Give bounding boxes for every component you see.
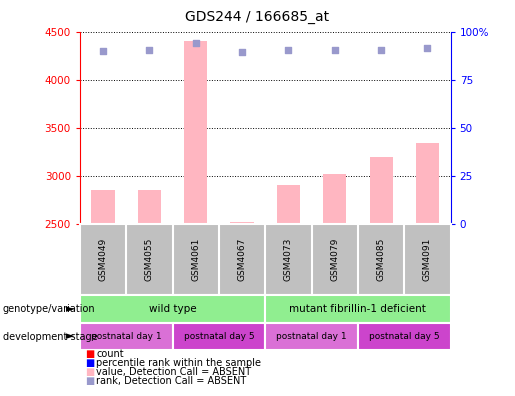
Text: GSM4073: GSM4073: [284, 238, 293, 281]
Text: rank, Detection Call = ABSENT: rank, Detection Call = ABSENT: [96, 375, 247, 386]
Point: [284, 47, 293, 53]
Bar: [369, 158, 392, 224]
Bar: [323, 174, 346, 224]
Bar: [231, 222, 253, 224]
Text: mutant fibrillin-1 deficient: mutant fibrillin-1 deficient: [289, 304, 426, 314]
Point: [238, 49, 246, 55]
Text: GSM4085: GSM4085: [376, 238, 386, 281]
Bar: [138, 190, 161, 224]
Text: ►: ►: [66, 304, 75, 314]
Text: GSM4061: GSM4061: [191, 238, 200, 281]
Point: [99, 48, 107, 54]
Text: GSM4055: GSM4055: [145, 238, 154, 281]
Text: postnatal day 5: postnatal day 5: [369, 332, 440, 341]
Text: ■: ■: [85, 358, 94, 368]
Point: [331, 47, 339, 53]
Text: count: count: [96, 349, 124, 360]
Bar: [416, 143, 439, 224]
Text: ■: ■: [85, 375, 94, 386]
Text: genotype/variation: genotype/variation: [3, 304, 95, 314]
Point: [192, 40, 200, 46]
Point: [145, 47, 153, 53]
Point: [423, 45, 432, 51]
Text: postnatal day 1: postnatal day 1: [91, 332, 162, 341]
Text: GSM4049: GSM4049: [98, 238, 108, 281]
Text: GSM4079: GSM4079: [330, 238, 339, 281]
Text: postnatal day 5: postnatal day 5: [183, 332, 254, 341]
Point: [377, 47, 385, 53]
Bar: [277, 185, 300, 224]
Bar: [184, 41, 207, 224]
Text: development stage: development stage: [3, 331, 97, 342]
Text: GSM4067: GSM4067: [237, 238, 247, 281]
Text: wild type: wild type: [149, 304, 196, 314]
Text: GDS244 / 166685_at: GDS244 / 166685_at: [185, 10, 330, 24]
Bar: [92, 190, 114, 224]
Text: ■: ■: [85, 349, 94, 360]
Text: value, Detection Call = ABSENT: value, Detection Call = ABSENT: [96, 367, 251, 377]
Text: percentile rank within the sample: percentile rank within the sample: [96, 358, 261, 368]
Text: ►: ►: [66, 331, 75, 342]
Text: postnatal day 1: postnatal day 1: [276, 332, 347, 341]
Text: GSM4091: GSM4091: [423, 238, 432, 281]
Text: ■: ■: [85, 367, 94, 377]
